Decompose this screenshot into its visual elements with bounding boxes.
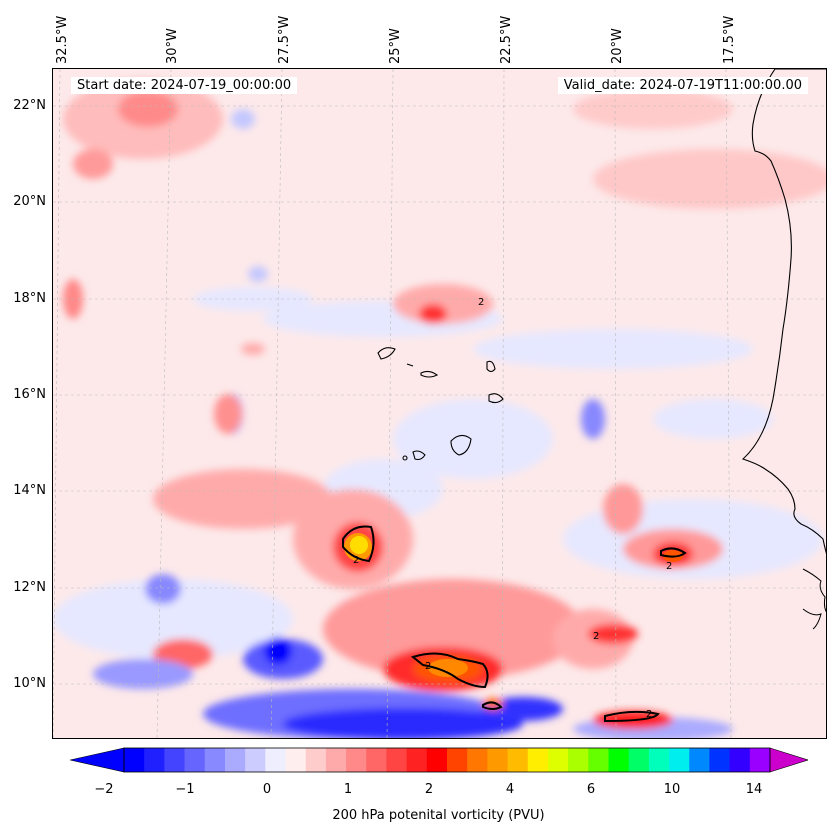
lat-label-18n: 18°N	[13, 291, 46, 306]
colorbar-cell	[729, 748, 751, 772]
colorbar-cell	[144, 748, 165, 772]
colorbar-cell	[507, 748, 529, 772]
colorbar-cell	[265, 748, 286, 772]
colorbar-cell	[467, 748, 488, 772]
start-date-label: Start date: 2024-07-19_00:00:00	[71, 77, 298, 94]
colorbar-extend-min	[70, 747, 125, 773]
colorbar-cell	[447, 748, 468, 772]
pv-shading	[53, 79, 826, 738]
svg-text:2: 2	[666, 561, 672, 572]
pv-field: 2 2 2 2 2 2	[53, 69, 826, 738]
colorbar-cells	[124, 748, 771, 772]
colorbar-extend-max	[769, 747, 808, 773]
colorbar-cell	[164, 748, 186, 772]
colorbar-cell	[648, 748, 670, 772]
lat-label-10n: 10°N	[13, 676, 46, 691]
colorbar-tick-2: 2	[424, 782, 434, 797]
lon-label-27-5w: 27.5°W	[277, 15, 292, 64]
colorbar-cell	[588, 748, 609, 772]
colorbar-cell	[608, 748, 630, 772]
lat-label-16n: 16°N	[13, 387, 46, 402]
colorbar-tick-14: 14	[745, 782, 763, 797]
pv-contour-labels: 2 2 2 2 2 2	[353, 297, 672, 720]
colorbar-cell	[406, 748, 428, 772]
coastline-guinea	[802, 568, 826, 613]
lon-label-20w: 20°W	[610, 28, 625, 64]
gridlines	[53, 69, 826, 738]
pv-maximum	[350, 536, 368, 554]
coastline-bissagos	[802, 608, 822, 630]
colorbar-tick-neg2: −2	[94, 782, 114, 797]
lon-label-30w: 30°W	[165, 28, 180, 64]
colorbar-cell	[124, 748, 145, 772]
valid-date-label: Valid_date: 2024-07-19T11:00:00.00	[557, 77, 808, 94]
colorbar-cell	[224, 748, 246, 772]
colorbar-cell	[184, 748, 206, 772]
colorbar-cell	[285, 748, 307, 772]
pv-map: 2 2 2 2 2 2 Start date: 2024-07-19_00:00…	[52, 68, 827, 739]
colorbar	[70, 747, 808, 773]
lon-label-25w: 25°W	[388, 28, 403, 64]
colorbar-tick-4: 4	[505, 782, 515, 797]
colorbar-cell	[366, 748, 387, 772]
colorbar-tick-0: 0	[262, 782, 272, 797]
lat-label-20n: 20°N	[13, 194, 46, 209]
colorbar-cell	[305, 748, 327, 772]
colorbar-cell	[547, 748, 569, 772]
svg-text:2: 2	[425, 661, 431, 672]
lat-label-22n: 22°N	[13, 98, 46, 113]
african-coastline	[741, 69, 826, 555]
colorbar-cell	[689, 748, 710, 772]
svg-text:2: 2	[478, 297, 484, 308]
colorbar-tick-1: 1	[343, 782, 353, 797]
colorbar-tick-neg1: −1	[175, 782, 195, 797]
colorbar-cell	[749, 748, 771, 772]
colorbar-cell	[568, 748, 589, 772]
colorbar-cell	[709, 748, 731, 772]
colorbar-label: 200 hPa potenital vorticity (PVU)	[332, 808, 545, 823]
lon-label-17-5w: 17.5°W	[722, 15, 737, 64]
colorbar-cell	[426, 748, 448, 772]
colorbar-tick-6: 6	[586, 782, 596, 797]
colorbar-tick-10: 10	[663, 782, 681, 797]
colorbar-cell	[487, 748, 509, 772]
colorbar-cell	[346, 748, 367, 772]
pv-contours	[342, 525, 687, 723]
colorbar-cell	[527, 748, 549, 772]
colorbar-cell	[386, 748, 408, 772]
colorbar-cell	[245, 748, 266, 772]
colorbar-outline	[123, 747, 771, 773]
colorbar-cell	[669, 748, 690, 772]
svg-text:2: 2	[593, 631, 599, 642]
colorbar-cell	[204, 748, 226, 772]
colorbar-cell	[325, 748, 347, 772]
lon-label-22-5w: 22.5°W	[499, 15, 514, 64]
lon-label-32-5w: 32.5°W	[55, 15, 70, 64]
lat-label-14n: 14°N	[13, 483, 46, 498]
svg-text:2: 2	[646, 709, 652, 720]
lat-label-12n: 12°N	[13, 580, 46, 595]
svg-text:2: 2	[353, 555, 359, 566]
colorbar-cell	[628, 748, 650, 772]
cape-verde-islands	[377, 347, 504, 461]
